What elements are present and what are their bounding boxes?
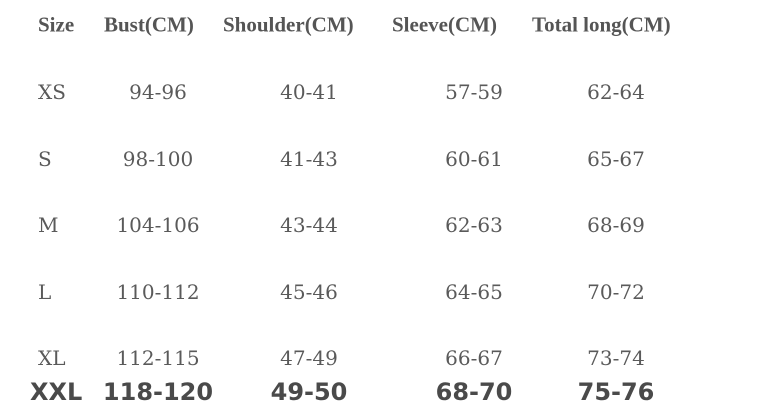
- measure-cell: 43-44: [280, 213, 338, 237]
- size-label: L: [38, 280, 52, 304]
- size-label: M: [38, 213, 59, 237]
- measure-cell: 47-49: [280, 346, 338, 370]
- measure-cell: 40-41: [280, 80, 338, 104]
- header-cell: Bust(CM): [104, 12, 194, 37]
- measure-cell: 68-70: [435, 378, 513, 406]
- measure-cell: 75-76: [577, 378, 655, 406]
- header-cell: Sleeve(CM): [392, 12, 497, 37]
- measure-cell: 41-43: [280, 147, 338, 171]
- measure-cell: 118-120: [102, 378, 214, 406]
- measure-cell: 104-106: [116, 213, 200, 237]
- measure-cell: 57-59: [445, 80, 503, 104]
- measure-cell: 98-100: [122, 147, 194, 171]
- size-label: XS: [38, 80, 66, 104]
- size-label: S: [38, 147, 52, 171]
- measure-cell: 65-67: [587, 147, 645, 171]
- header-cell: Shoulder(CM): [223, 12, 354, 37]
- measure-cell: 68-69: [587, 213, 645, 237]
- measure-cell: 49-50: [270, 378, 348, 406]
- measure-cell: 70-72: [587, 280, 645, 304]
- measure-cell: 112-115: [116, 346, 200, 370]
- measure-cell: 64-65: [445, 280, 503, 304]
- size-label: XL: [38, 346, 66, 370]
- measure-cell: 60-61: [445, 147, 503, 171]
- measure-cell: 94-96: [129, 80, 187, 104]
- measure-cell: 73-74: [587, 346, 645, 370]
- measure-cell: 66-67: [445, 346, 503, 370]
- measure-cell: 62-63: [445, 213, 503, 237]
- header-cell: Total long(CM): [532, 12, 671, 37]
- measure-cell: 62-64: [587, 80, 645, 104]
- size-label: XXL: [30, 378, 83, 406]
- measure-cell: 110-112: [116, 280, 200, 304]
- measure-cell: 45-46: [280, 280, 338, 304]
- header-cell: Size: [38, 12, 75, 37]
